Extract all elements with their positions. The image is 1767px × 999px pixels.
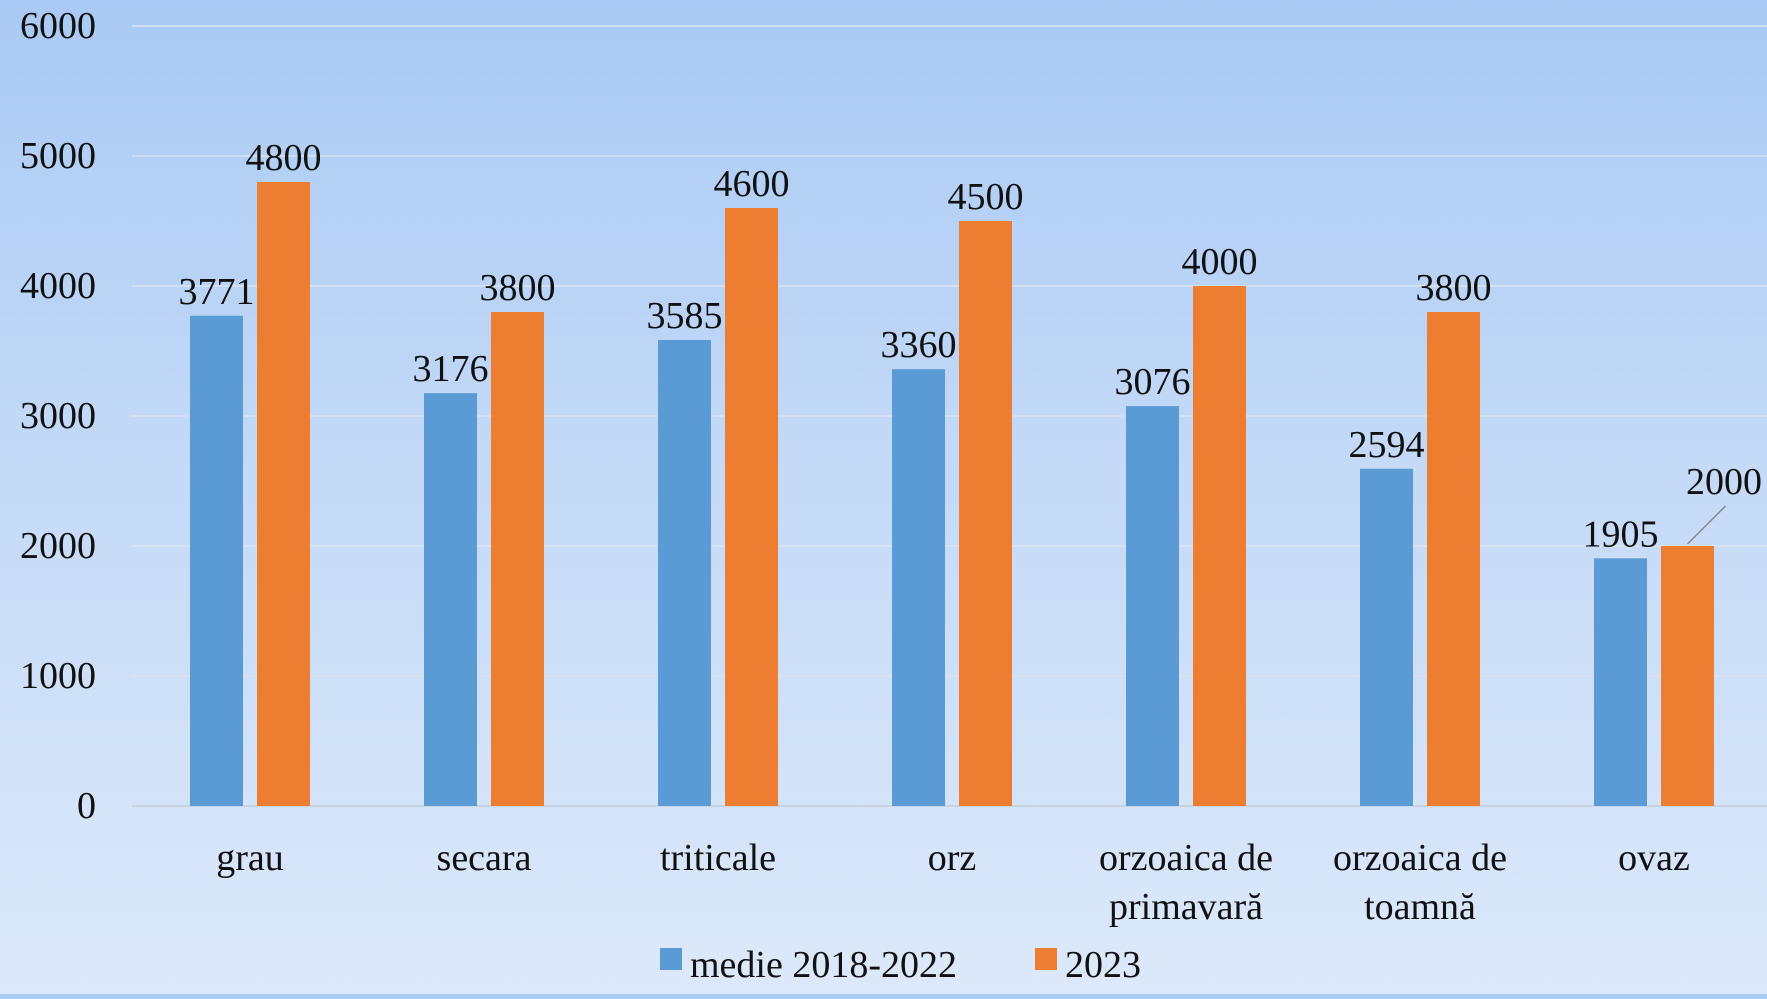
data-label: 2000 — [1686, 461, 1762, 503]
x-tick-label: toamnă — [1364, 886, 1476, 928]
legend-label: medie 2018-2022 — [690, 944, 957, 986]
bar — [190, 315, 243, 806]
y-tick-label: 2000 — [20, 525, 96, 567]
bar — [1427, 312, 1480, 806]
x-tick-label: orz — [928, 837, 977, 879]
data-label: 3800 — [1416, 267, 1492, 309]
bars — [190, 182, 1714, 806]
data-label: 1905 — [1583, 513, 1659, 555]
x-tick-label: ovaz — [1618, 837, 1690, 879]
x-tick-label: orzoaica de — [1099, 837, 1273, 879]
y-axis-ticks: 0 1000 2000 3000 4000 5000 6000 — [20, 5, 96, 827]
data-label: 3800 — [480, 267, 556, 309]
x-tick-label: orzoaica de — [1333, 837, 1507, 879]
bar — [959, 221, 1012, 806]
callout-leader-line — [1686, 505, 1727, 545]
bar — [1193, 286, 1246, 806]
x-tick-label: primavară — [1109, 886, 1263, 928]
data-label: 4800 — [246, 137, 322, 179]
data-label: 3360 — [881, 324, 957, 366]
bar — [892, 369, 945, 806]
bar — [1360, 468, 1413, 806]
bar — [1126, 406, 1179, 806]
legend-swatch — [660, 948, 682, 970]
legend: medie 2018-2022 2023 — [660, 944, 1141, 986]
x-axis-ticks: grau secara triticale orz orzoaica de primava… — [216, 837, 1690, 928]
y-tick-label: 1000 — [20, 655, 96, 697]
legend-swatch — [1035, 948, 1057, 970]
data-label: 3585 — [647, 295, 723, 337]
y-tick-label: 4000 — [20, 265, 96, 307]
x-tick-label: triticale — [660, 837, 776, 879]
gridlines — [132, 25, 1767, 807]
data-label: 4600 — [714, 163, 790, 205]
bar — [1661, 546, 1714, 806]
data-label: 2594 — [1349, 424, 1425, 466]
bar — [424, 393, 477, 806]
data-label: 3771 — [179, 271, 255, 313]
y-tick-label: 6000 — [20, 5, 96, 47]
bar — [1594, 558, 1647, 806]
x-tick-label: grau — [216, 837, 284, 879]
data-labels: 3771 4800 3176 3800 3585 4600 3360 4500 3076 4000… — [179, 137, 1763, 555]
data-label: 3076 — [1115, 361, 1191, 403]
bar — [491, 312, 544, 806]
y-tick-label: 3000 — [20, 395, 96, 437]
y-tick-label: 5000 — [20, 135, 96, 177]
legend-label: 2023 — [1065, 944, 1141, 986]
y-tick-label: 0 — [77, 785, 96, 827]
data-label: 4000 — [1182, 241, 1258, 283]
x-tick-label: secara — [437, 837, 532, 879]
bar — [257, 182, 310, 806]
bar — [658, 339, 711, 806]
data-label: 4500 — [948, 176, 1024, 218]
bar — [725, 208, 778, 806]
data-label: 3176 — [413, 348, 489, 390]
